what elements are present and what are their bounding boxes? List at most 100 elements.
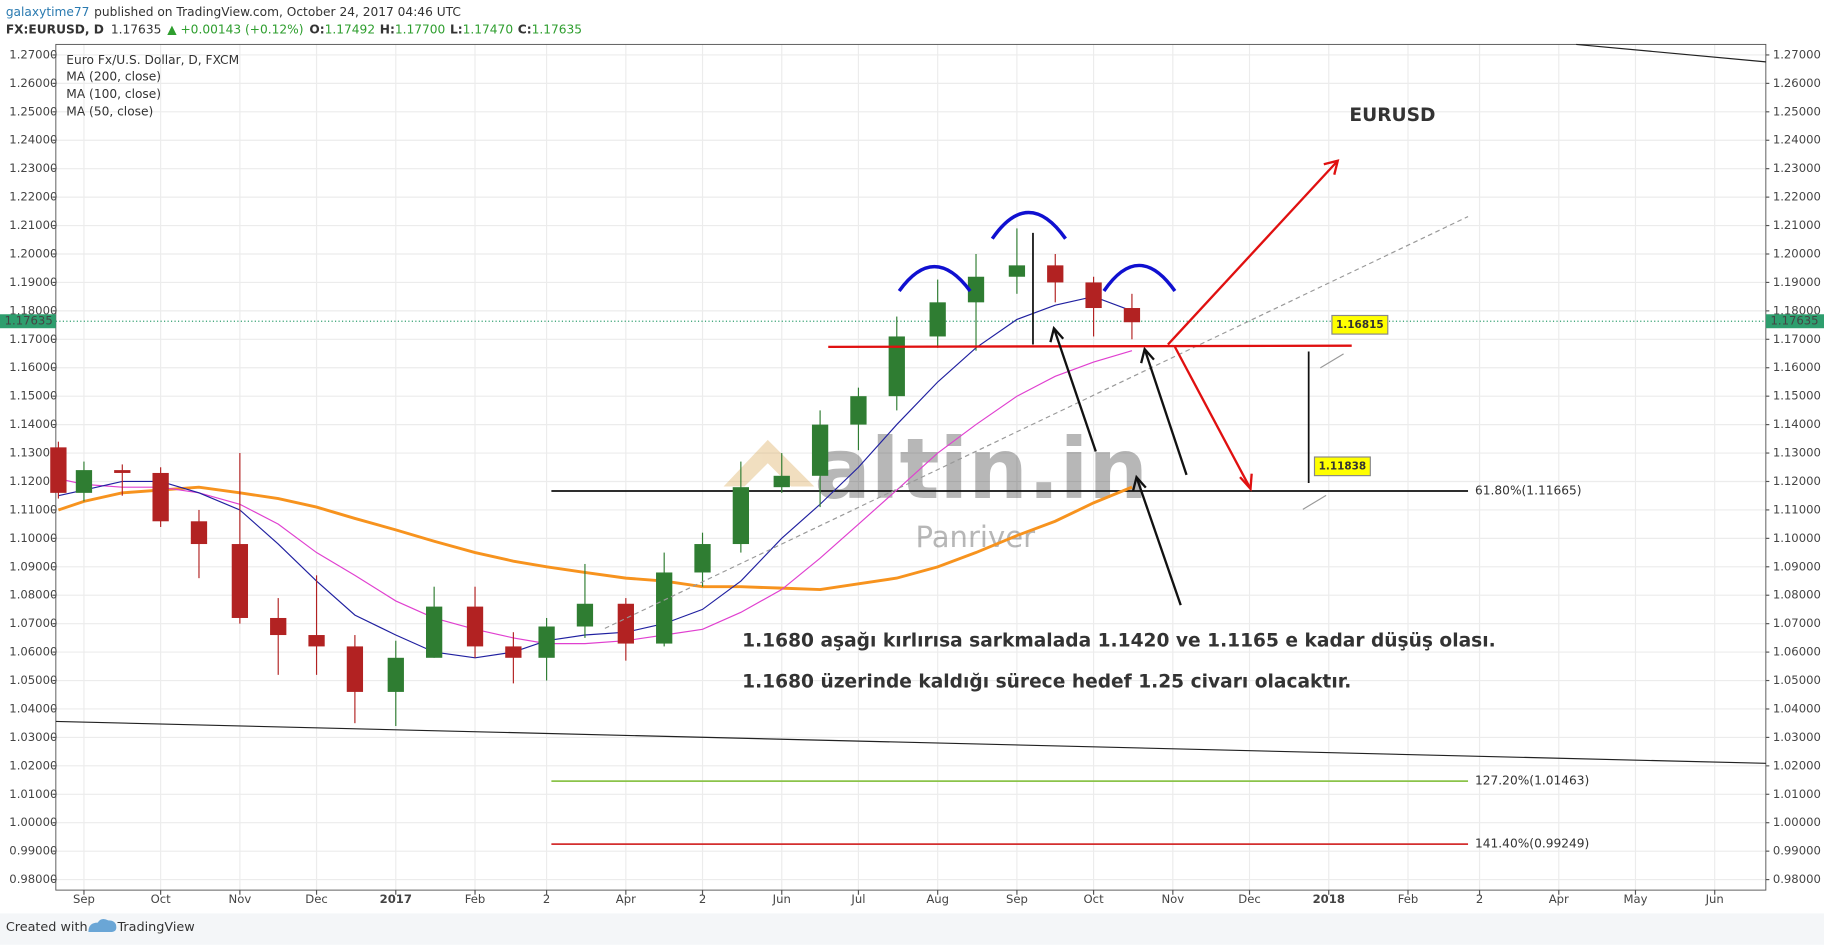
- price-callout-label: 1.16815: [1336, 319, 1384, 331]
- y-tick-label: 1.17000: [1773, 332, 1821, 346]
- x-tick-label: Dec: [305, 892, 328, 906]
- y-tick-label: 1.21000: [9, 218, 57, 232]
- price-callout: [1331, 314, 1389, 335]
- x-tick-label: 2018: [1313, 892, 1345, 906]
- candle-body: [505, 646, 522, 658]
- candle-body: [1047, 265, 1064, 283]
- footer-brand[interactable]: TradingView: [116, 920, 194, 935]
- x-tick-label: Apr: [1549, 892, 1569, 906]
- y-tick-label: 1.08000: [9, 588, 57, 602]
- y-tick-label: 1.01000: [9, 787, 57, 801]
- candle-body: [270, 617, 287, 636]
- y-tick-label: 1.20000: [9, 246, 57, 260]
- ohlc-value: 1.17635: [532, 22, 582, 36]
- y-tick-label: 1.14000: [1773, 417, 1821, 431]
- symbol-line: FX:EURUSD, D 1.17635 ▲ +0.00143 (+0.12%) O:…: [6, 22, 582, 36]
- trend-line: [55, 720, 1766, 764]
- head-arc: [990, 210, 1067, 240]
- x-tick-label: 2: [1476, 892, 1483, 906]
- author[interactable]: galaxytime77: [6, 4, 90, 18]
- x-tick-label: Sep: [73, 892, 95, 906]
- y-tick-label: 1.19000: [1773, 275, 1821, 289]
- y-tick-label: 1.26000: [9, 76, 57, 90]
- y-tick-label: 1.14000: [9, 417, 57, 431]
- shoulder-arc: [1102, 263, 1177, 293]
- black-arrows: [1049, 325, 1188, 606]
- candle-body: [850, 396, 867, 425]
- ohlc-value: 1.17700: [395, 22, 445, 36]
- candle-body: [114, 470, 131, 473]
- y-tick-label: 1.03000: [1773, 730, 1821, 744]
- marks: [50, 228, 1766, 845]
- ohlc-key: O:: [309, 22, 324, 36]
- annotation: 1.1680 üzerinde kaldığı sürece hedef 1.2…: [742, 671, 1351, 692]
- candle-body: [50, 447, 67, 493]
- y-tick-label: 1.07000: [1773, 616, 1821, 630]
- y-tick-label: 1.24000: [1773, 133, 1821, 147]
- chart-title: EURUSD: [1349, 105, 1435, 126]
- fib-label: 127.20%(1.01463): [1475, 774, 1589, 788]
- y-tick-label: 1.25000: [9, 104, 57, 118]
- y-tick-label: 1.01000: [1773, 787, 1821, 801]
- y-tick-label: 1.06000: [9, 645, 57, 659]
- legend-entry: MA (100, close): [66, 87, 161, 101]
- y-tick-label: 1.07000: [9, 616, 57, 630]
- watermark-text: altin.in: [814, 420, 1148, 518]
- last-price-label: 1.17635: [1770, 314, 1818, 328]
- candle-body: [576, 603, 594, 627]
- y-tick-label: 1.19000: [9, 275, 57, 289]
- y-tick-label: 1.12000: [9, 474, 57, 488]
- candle-body: [75, 470, 93, 493]
- x-tick-label: Oct: [1084, 892, 1105, 906]
- candle-body: [732, 487, 750, 545]
- last-price-box: [0, 314, 56, 329]
- published: published on TradingView.com, October 24…: [94, 4, 461, 18]
- y-tick-label: 1.05000: [1773, 673, 1821, 687]
- callout-pointer: [1302, 494, 1327, 510]
- y-tick-label: 1.13000: [9, 446, 57, 460]
- y-tick-label: 1.15000: [1773, 389, 1821, 403]
- y-tick-label: 1.11000: [9, 502, 57, 516]
- y-tick-label: 1.24000: [9, 133, 57, 147]
- y-tick-label: 0.99000: [1773, 844, 1821, 858]
- candle-body: [190, 521, 208, 545]
- header-line: galaxytime77 published on TradingView.com…: [6, 4, 461, 18]
- y-tick-label: 1.08000: [1773, 588, 1821, 602]
- y-tick-label: 1.18000: [9, 303, 57, 317]
- y-tick-label: 1.04000: [1773, 701, 1821, 715]
- candle-body: [231, 544, 249, 618]
- candle-body: [888, 336, 905, 397]
- y-tick-label: 1.16000: [9, 360, 57, 374]
- footer-bar: [0, 913, 1824, 945]
- candle-body: [1123, 308, 1141, 323]
- candle-body: [811, 424, 829, 476]
- candle-body: [387, 657, 404, 692]
- y-tick-label: 1.13000: [1773, 446, 1821, 460]
- y-tick-label: 1.00000: [1773, 815, 1821, 829]
- x-tick-label: 2017: [380, 892, 412, 906]
- y-tick-label: 1.23000: [1773, 161, 1821, 175]
- ma-line: [58, 350, 1133, 645]
- y-tick-label: 1.27000: [1773, 47, 1821, 61]
- x-tick-label: Feb: [465, 892, 486, 906]
- drawings: [55, 43, 1766, 764]
- last-price-box: [1765, 314, 1824, 329]
- y-tick-label: 1.23000: [9, 161, 57, 175]
- ohlc-value: 1.17470: [463, 22, 513, 36]
- candle-body: [656, 572, 673, 644]
- ohlc-key: L:: [450, 22, 463, 36]
- ohlc-key: H:: [380, 22, 395, 36]
- y-tick-label: 1.04000: [9, 701, 57, 715]
- y-tick-label: 1.22000: [9, 190, 57, 204]
- candle-body: [308, 635, 325, 647]
- y-tick-label: 0.98000: [9, 872, 57, 886]
- red-arrows: [1167, 159, 1340, 492]
- y-tick-label: 1.05000: [9, 673, 57, 687]
- x-tick-label: Sep: [1006, 892, 1028, 906]
- x-tick-label: 2: [699, 892, 706, 906]
- candle-body: [967, 276, 985, 303]
- candle-body: [773, 475, 790, 488]
- y-tick-label: 1.17000: [9, 332, 57, 346]
- y-tick-label: 1.18000: [1773, 303, 1821, 317]
